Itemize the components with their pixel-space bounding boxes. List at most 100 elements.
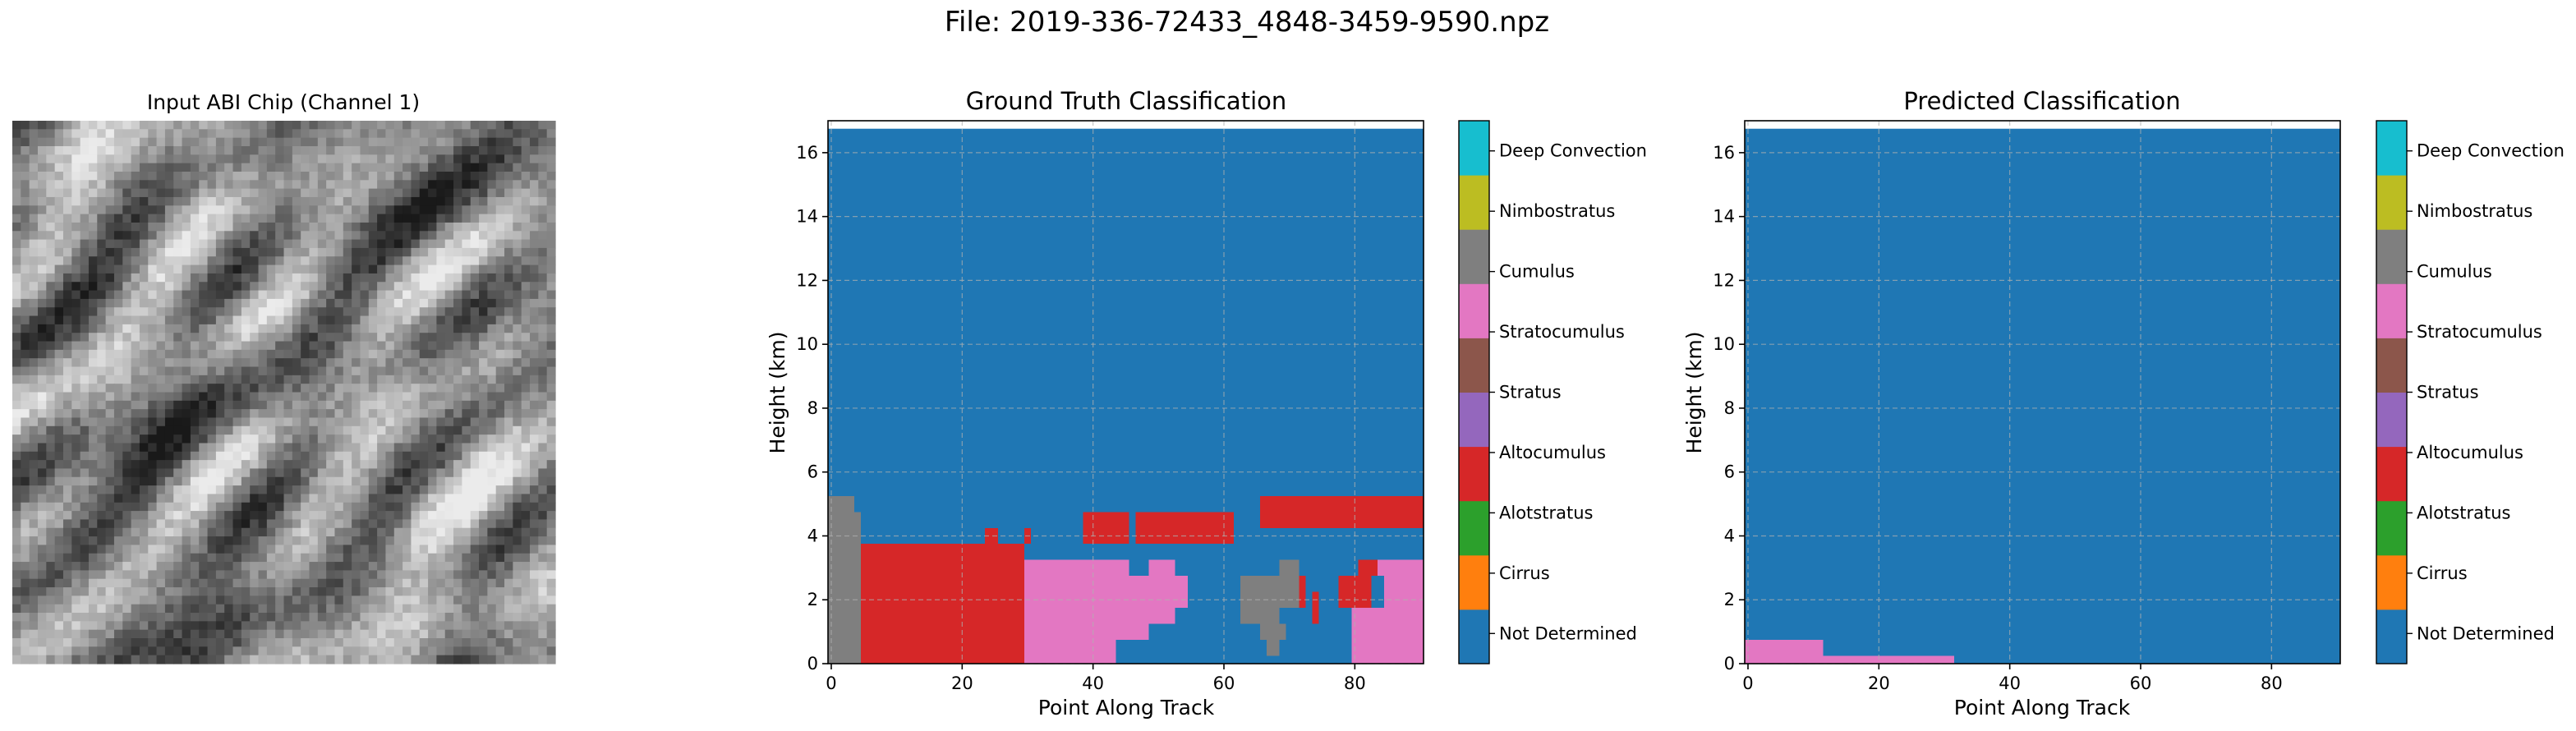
image-pixel [436, 502, 446, 512]
image-pixel [122, 519, 132, 529]
image-pixel [62, 629, 72, 639]
image-pixel [97, 205, 107, 215]
image-pixel [343, 409, 352, 419]
image-pixel [241, 121, 251, 130]
image-pixel [326, 154, 336, 164]
image-pixel [207, 358, 217, 368]
image-pixel [444, 545, 454, 554]
image-pixel [12, 434, 21, 444]
image-pixel [215, 392, 225, 402]
image-pixel [479, 527, 488, 537]
image-pixel [71, 629, 81, 639]
image-pixel [317, 417, 327, 427]
image-pixel [470, 476, 480, 486]
image-pixel [62, 451, 72, 461]
image-pixel [29, 231, 39, 241]
image-pixel [241, 409, 251, 419]
image-pixel [513, 163, 522, 172]
image-pixel [309, 349, 319, 359]
image-pixel [411, 536, 421, 546]
image-pixel [105, 154, 115, 164]
image-pixel [453, 494, 462, 503]
image-pixel [37, 476, 47, 486]
image-pixel [131, 443, 140, 453]
image-pixel [215, 384, 225, 393]
image-pixel [419, 536, 429, 546]
image-pixel [224, 587, 234, 596]
image-pixel [182, 519, 191, 529]
image-pixel [411, 629, 421, 639]
image-pixel [266, 527, 276, 537]
image-pixel [393, 638, 403, 647]
image-pixel [428, 222, 438, 232]
image-pixel [164, 417, 174, 427]
image-pixel [360, 494, 370, 503]
image-pixel [215, 333, 225, 343]
image-pixel [513, 443, 522, 453]
image-pixel [199, 231, 209, 241]
image-pixel [266, 384, 276, 393]
y-tick-label: 6 [1724, 462, 1735, 482]
image-pixel [428, 553, 438, 563]
image-pixel [182, 494, 191, 503]
image-pixel [113, 324, 123, 333]
image-pixel [71, 451, 81, 461]
image-pixel [266, 239, 276, 249]
image-pixel [360, 400, 370, 410]
image-pixel [182, 214, 191, 223]
image-pixel [54, 545, 64, 554]
x-tick-label: 0 [826, 674, 836, 693]
image-pixel [521, 562, 531, 571]
image-pixel [29, 595, 39, 605]
image-pixel [521, 485, 531, 495]
image-pixel [495, 425, 505, 435]
image-pixel [317, 476, 327, 486]
image-pixel [105, 145, 115, 155]
image-pixel [368, 137, 378, 147]
image-pixel [62, 485, 72, 495]
image-pixel [232, 341, 242, 351]
image-pixel [232, 121, 242, 130]
image-pixel [326, 578, 336, 588]
image-pixel [131, 341, 140, 351]
image-pixel [199, 476, 209, 486]
image-pixel [283, 231, 293, 241]
image-pixel [343, 468, 352, 478]
image-pixel [513, 282, 522, 292]
image-pixel [436, 545, 446, 554]
image-pixel [54, 613, 64, 622]
image-pixel [393, 163, 403, 172]
image-pixel [292, 409, 301, 419]
image-pixel [97, 231, 107, 241]
image-pixel [309, 485, 319, 495]
image-pixel [487, 578, 497, 588]
image-pixel [266, 180, 276, 190]
image-pixel [479, 264, 488, 274]
image-pixel [232, 324, 242, 333]
image-pixel [360, 239, 370, 249]
image-pixel [71, 494, 81, 503]
image-pixel [487, 298, 497, 308]
image-pixel [122, 570, 132, 580]
image-pixel [479, 570, 488, 580]
image-pixel [182, 307, 191, 317]
image-pixel [317, 451, 327, 461]
image-pixel [513, 324, 522, 333]
image-pixel [71, 460, 81, 470]
image-pixel [487, 333, 497, 343]
image-pixel [80, 511, 90, 521]
image-pixel [62, 578, 72, 588]
image-pixel [546, 502, 556, 512]
image-pixel [97, 282, 107, 292]
image-pixel [182, 545, 191, 554]
image-pixel [199, 511, 209, 521]
image-pixel [80, 358, 90, 368]
image-pixel [37, 655, 47, 664]
image-pixel [326, 264, 336, 274]
image-pixel [122, 129, 132, 139]
image-pixel [21, 545, 30, 554]
image-pixel [436, 188, 446, 198]
image-pixel [352, 196, 361, 206]
image-pixel [479, 214, 488, 223]
image-pixel [122, 553, 132, 563]
